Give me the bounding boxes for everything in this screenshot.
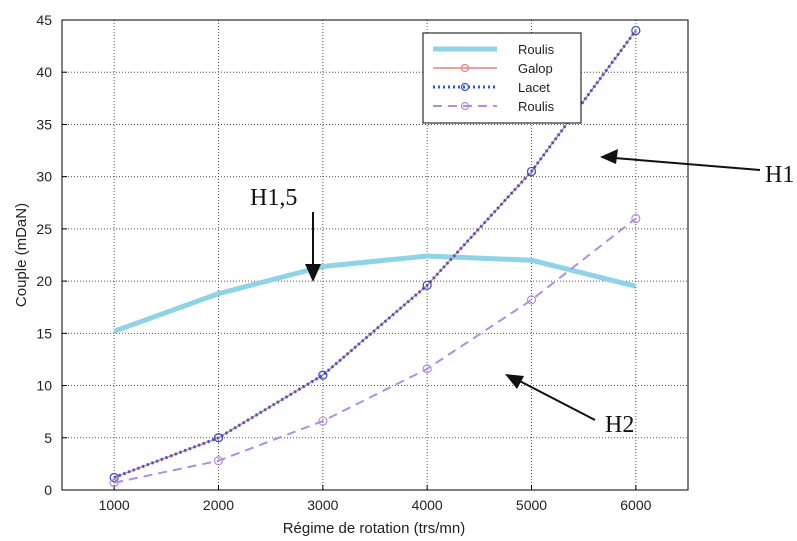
y-tick-label: 45 — [36, 12, 52, 28]
legend-label-2: Lacet — [518, 80, 550, 95]
y-tick-label: 5 — [44, 430, 52, 446]
legend-marker-3 — [460, 101, 470, 111]
data-point-roulis-3 — [109, 478, 119, 488]
y-tick-label: 35 — [36, 116, 52, 132]
annotation-h1: H1 — [765, 162, 794, 188]
data-point-roulis-3 — [631, 213, 641, 224]
data-point-lacet-2 — [109, 472, 119, 483]
series-line-roulis-0 — [113, 253, 637, 334]
arrowhead-h1-5 — [305, 264, 321, 282]
x-tick-label: 3000 — [307, 497, 338, 513]
plot-frame — [61, 19, 689, 491]
series-line-roulis-3 — [113, 217, 637, 484]
legend-marker-2 — [460, 82, 470, 92]
legend-marker-1 — [460, 63, 470, 73]
x-axis-label: Régime de rotation (trs/mn) — [283, 520, 466, 537]
data-point-lacet-2 — [631, 25, 641, 36]
arrowhead-h1 — [600, 149, 618, 164]
legend: Roulis Galop Lacet Roulis — [422, 32, 582, 124]
arrow-h1 — [601, 156, 761, 171]
series-line-galop-1 — [113, 29, 637, 479]
y-tick-label: 10 — [36, 378, 52, 394]
arrowhead-h2 — [505, 374, 524, 389]
x-tick-label: 2000 — [203, 497, 234, 513]
y-tick-label: 20 — [36, 273, 52, 289]
y-axis-label: Couple (mDaN) — [13, 203, 30, 307]
y-tick-label: 15 — [36, 325, 52, 341]
annotation-h1-5: H1,5 — [250, 185, 297, 211]
series-group — [109, 25, 641, 488]
data-point-roulis-3 — [318, 416, 328, 426]
arrow-h2 — [509, 375, 596, 421]
x-tick-label: 5000 — [516, 497, 547, 513]
annotations: H1 H1,5 H2 — [250, 149, 794, 438]
legend-label-3: Roulis — [518, 99, 555, 114]
data-point-roulis-3 — [526, 295, 537, 305]
y-tick-label: 0 — [44, 482, 52, 498]
data-point-lacet-2 — [422, 280, 432, 290]
x-tick-label: 1000 — [99, 497, 130, 513]
data-point-lacet-2 — [318, 370, 328, 380]
data-point-roulis-3 — [422, 364, 432, 374]
data-point-lacet-2 — [213, 433, 224, 443]
x-tick-label: 4000 — [412, 497, 443, 513]
y-tick-label: 30 — [36, 169, 52, 185]
x-tick-label: 6000 — [620, 497, 651, 513]
annotation-h2: H2 — [605, 412, 634, 438]
data-point-lacet-2 — [526, 166, 537, 177]
legend-label-0: Roulis — [518, 42, 555, 57]
x-axis-ticks: 1000 2000 3000 4000 5000 6000 — [99, 485, 652, 513]
y-tick-label: 25 — [36, 221, 52, 237]
y-axis-ticks: 0 5 10 15 20 25 30 35 40 45 — [36, 12, 67, 498]
y-tick-label: 40 — [36, 64, 52, 80]
legend-label-1: Galop — [518, 61, 553, 76]
data-point-roulis-3 — [213, 456, 224, 466]
